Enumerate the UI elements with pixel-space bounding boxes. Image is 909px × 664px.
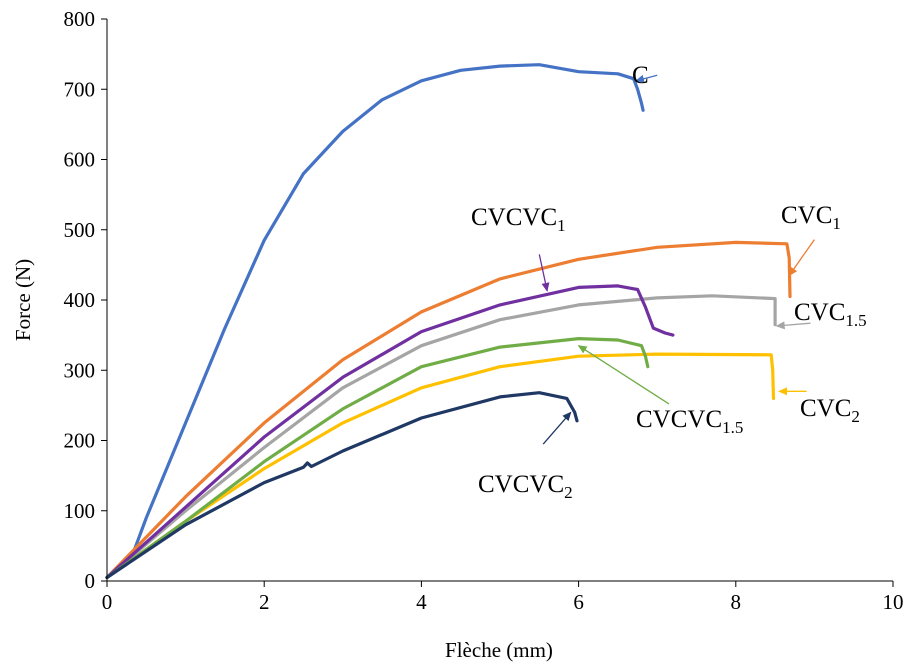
series-line-cvcvc1-5 (105, 337, 650, 580)
series-line-cvc2 (105, 352, 776, 580)
series-line-cvcvc1 (105, 284, 675, 580)
series-line-cvc1-5 (105, 294, 777, 580)
y-tick-label: 0 (85, 569, 96, 593)
curve-label-cvc1: CVC1 (781, 202, 841, 233)
y-tick-label: 600 (64, 148, 96, 172)
y-tick-label: 100 (64, 499, 96, 523)
series-line-cvcvc2 (105, 391, 579, 580)
x-tick-label: 10 (883, 590, 904, 614)
curve-label-main: C (632, 62, 649, 89)
curve-label-subscript: 2 (851, 407, 860, 426)
curve-label-main: CVC (800, 395, 851, 422)
y-axis-title: Force (N) (11, 259, 35, 341)
curve-label-c: C (632, 62, 649, 89)
annotation-arrow-cvcvc1 (538, 254, 550, 292)
curve-label-cvcvc1-5: CVCVC1.5 (636, 406, 743, 437)
annotation-arrow-cvc1 (788, 239, 815, 277)
annotation-arrow-cvc1-5 (775, 321, 811, 330)
curve-label-cvcvc2: CVCVC2 (478, 471, 573, 502)
curve-label-main: CVCVC (636, 406, 722, 433)
y-tick-label: 700 (64, 77, 96, 101)
x-tick-label: 2 (259, 590, 270, 614)
annotation-arrow-cvcvc2 (542, 411, 572, 445)
curve-label-cvc1-5: CVC1.5 (794, 299, 867, 330)
curve-label-main: CVCVC (471, 204, 557, 231)
curve-label-main: CVC (781, 202, 832, 229)
annotation-arrow-c (635, 74, 658, 83)
curve-label-main: CVCVC (478, 471, 564, 498)
series-line-cvc1 (105, 240, 792, 580)
x-tick-label: 6 (573, 590, 584, 614)
curve-label-cvcvc1: CVCVC1 (471, 204, 566, 235)
curve-label-subscript: 1 (557, 216, 566, 235)
y-tick-label: 400 (64, 288, 96, 312)
curve-label-main: CVC (794, 299, 845, 326)
annotation-arrow-cvcvc1-5 (577, 345, 670, 405)
data-curves (105, 63, 792, 580)
x-axis-ticks: 0 2 4 6 8 10 (102, 581, 904, 614)
x-tick-label: 0 (102, 590, 113, 614)
curve-label-subscript: 1.5 (722, 418, 743, 437)
y-tick-label: 300 (64, 358, 96, 382)
curve-label-subscript: 1.5 (845, 311, 866, 330)
curve-label-subscript: 1 (832, 214, 841, 233)
x-axis-title: Flèche (mm) (445, 638, 553, 662)
y-tick-label: 800 (64, 7, 96, 31)
curve-annotations (538, 74, 815, 445)
y-tick-label: 200 (64, 429, 96, 453)
curve-label-subscript: 2 (564, 483, 573, 502)
series-line-c (105, 63, 645, 580)
x-tick-label: 8 (731, 590, 742, 614)
y-axis-ticks: 0 100 200 300 400 500 600 700 800 (64, 7, 107, 593)
y-tick-label: 500 (64, 218, 96, 242)
x-tick-label: 4 (416, 590, 427, 614)
curve-label-cvc2: CVC2 (800, 395, 860, 426)
